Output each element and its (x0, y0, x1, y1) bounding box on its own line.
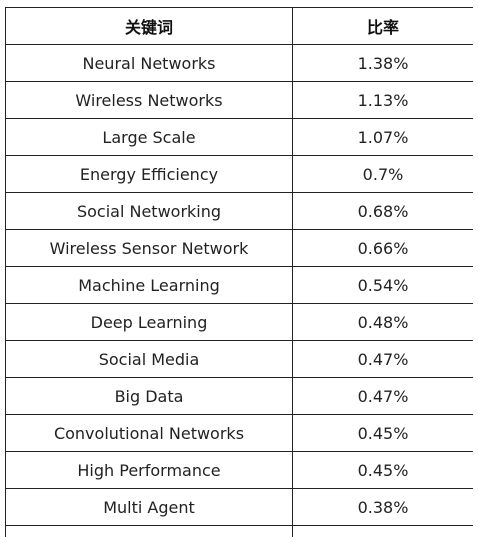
table-row: High Performance 0.45% (6, 452, 474, 489)
keyword-cell (6, 526, 293, 537)
table-row (6, 526, 474, 537)
ratio-cell: 0.68% (293, 193, 474, 230)
ratio-cell: 0.47% (293, 341, 474, 378)
table-row: Convolutional Networks 0.45% (6, 415, 474, 452)
table-row: Multi Agent 0.38% (6, 489, 474, 526)
ratio-cell (293, 526, 474, 537)
ratio-cell: 1.13% (293, 82, 474, 119)
ratio-cell: 1.07% (293, 119, 474, 156)
ratio-cell: 0.66% (293, 230, 474, 267)
keyword-cell: Convolutional Networks (6, 415, 293, 452)
ratio-cell: 0.45% (293, 415, 474, 452)
table-row: Social Networking 0.68% (6, 193, 474, 230)
keyword-cell: Social Media (6, 341, 293, 378)
table-row: Big Data 0.47% (6, 378, 474, 415)
keyword-cell: Energy Efficiency (6, 156, 293, 193)
keyword-table-container: 关键词 比率 Neural Networks 1.38% Wireless Ne… (5, 7, 473, 537)
keyword-cell: Neural Networks (6, 45, 293, 82)
table-row: Deep Learning 0.48% (6, 304, 474, 341)
table-row: Wireless Networks 1.13% (6, 82, 474, 119)
table-row: Social Media 0.47% (6, 341, 474, 378)
header-keyword: 关键词 (6, 8, 293, 45)
keyword-cell: Wireless Sensor Network (6, 230, 293, 267)
keyword-cell: Wireless Networks (6, 82, 293, 119)
ratio-cell: 1.38% (293, 45, 474, 82)
keyword-cell: High Performance (6, 452, 293, 489)
keyword-cell: Large Scale (6, 119, 293, 156)
ratio-cell: 0.7% (293, 156, 474, 193)
ratio-cell: 0.45% (293, 452, 474, 489)
table-row: Machine Learning 0.54% (6, 267, 474, 304)
keyword-cell: Social Networking (6, 193, 293, 230)
ratio-cell: 0.47% (293, 378, 474, 415)
header-ratio: 比率 (293, 8, 474, 45)
ratio-cell: 0.48% (293, 304, 474, 341)
table-row: Wireless Sensor Network 0.66% (6, 230, 474, 267)
keyword-cell: Big Data (6, 378, 293, 415)
keyword-ratio-table: 关键词 比率 Neural Networks 1.38% Wireless Ne… (5, 7, 473, 537)
keyword-cell: Machine Learning (6, 267, 293, 304)
table-row: Energy Efficiency 0.7% (6, 156, 474, 193)
table-row: Large Scale 1.07% (6, 119, 474, 156)
ratio-cell: 0.54% (293, 267, 474, 304)
table-header-row: 关键词 比率 (6, 8, 474, 45)
keyword-cell: Deep Learning (6, 304, 293, 341)
table-row: Neural Networks 1.38% (6, 45, 474, 82)
ratio-cell: 0.38% (293, 489, 474, 526)
keyword-cell: Multi Agent (6, 489, 293, 526)
